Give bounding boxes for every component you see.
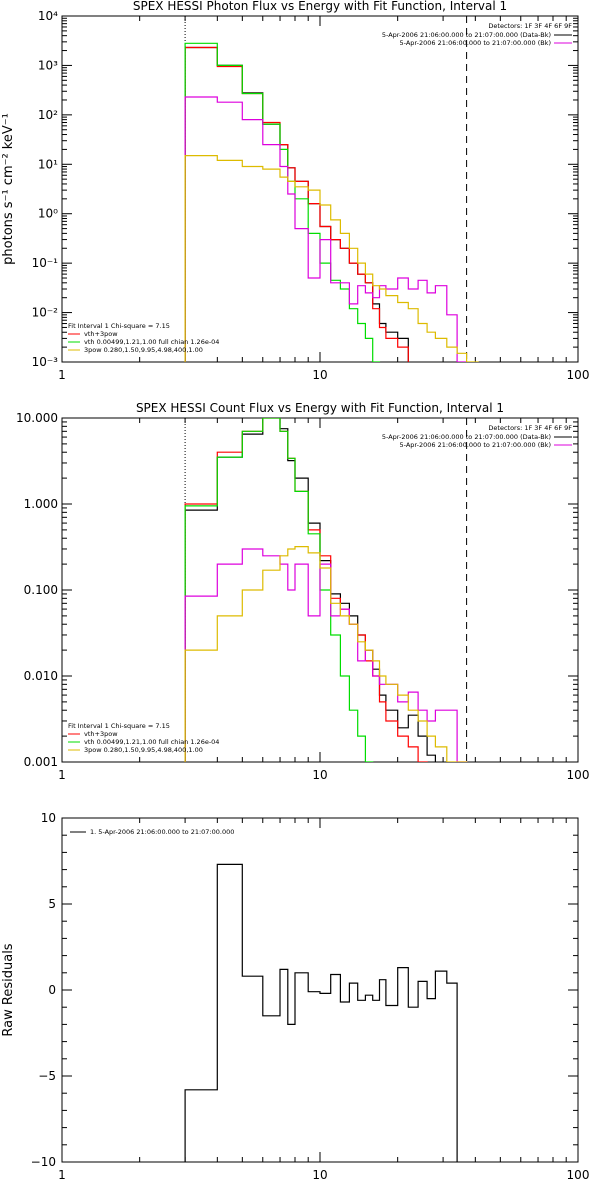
plot-frame: [61, 817, 579, 1163]
legend-entry: 5-Apr-2006 21:06:00.000 to 21:07:00.000 …: [400, 39, 551, 47]
legend-entry: vth+3pow: [84, 730, 118, 738]
plot-frame: [61, 15, 579, 363]
y-tick-label: −5: [38, 1069, 56, 1083]
y-tick-label: 10¹: [38, 157, 58, 171]
x-tick-label: 1: [58, 1168, 66, 1182]
x-tick-label: 10: [312, 368, 327, 382]
legend-bottom-left: Fit Interval 1 Chi-square = 7.15vth+3pow…: [68, 322, 219, 354]
series-line-5: [184, 546, 468, 762]
legend-top-right: Detectors: 1F 3F 4F 6F 9F5-Apr-2006 21:0…: [382, 22, 572, 47]
legend-entry: vth 0.00499,1.21,1.00 full chian 1.26e-0…: [84, 738, 219, 746]
y-tick-label: 10⁰: [38, 207, 58, 221]
x-tick-label: 100: [567, 368, 590, 382]
x-tick-label: 10: [312, 1168, 327, 1182]
y-tick-label: 10.000: [16, 411, 58, 425]
legend-fit-header: Fit Interval 1 Chi-square = 7.15: [68, 722, 170, 730]
panel-1: SPEX HESSI Photon Flux vs Energy with Fi…: [1, 0, 589, 382]
series-line-2: [184, 46, 409, 362]
series-line-3: [184, 42, 381, 362]
chart-title: SPEX HESSI Count Flux vs Energy with Fit…: [136, 401, 504, 415]
series-line-4: [184, 96, 468, 362]
legend: 1. 5-Apr-2006 21:06:00.000 to 21:07:00.0…: [70, 828, 234, 836]
series-line-2: [184, 418, 428, 762]
y-tick-label: 10⁻¹: [32, 256, 59, 270]
y-tick-label: 10: [41, 811, 56, 825]
x-tick-label: 10: [312, 768, 327, 782]
y-axis-label: Raw Residuals: [1, 943, 16, 1036]
series-line-1: [184, 418, 436, 762]
legend-entry: vth 0.00499,1.21,1.00 full chian 1.26e-0…: [84, 338, 219, 346]
y-tick-label: 1.000: [24, 497, 58, 511]
legend-entry: 5-Apr-2006 21:06:00.000 to 21:07:00.000 …: [400, 441, 551, 449]
y-tick-label: 10⁻²: [32, 306, 59, 320]
legend-entry: 5-Apr-2006 21:06:00.000 to 21:07:00.000 …: [382, 31, 551, 39]
y-tick-label: 0.010: [24, 669, 58, 683]
y-tick-label: 10²: [38, 108, 58, 122]
legend-entry: 3pow 0.280,1.50,9.95,4.98,400,1.00: [84, 746, 203, 754]
x-tick-label: 100: [567, 768, 590, 782]
panel-2: SPEX HESSI Count Flux vs Energy with Fit…: [16, 401, 589, 782]
legend-entry: 3pow 0.280,1.50,9.95,4.98,400,1.00: [84, 346, 203, 354]
x-tick-label: 1: [58, 368, 66, 382]
y-tick-label: 5: [48, 897, 56, 911]
legend-entry: vth+3pow: [84, 330, 118, 338]
series-line-1: [184, 46, 409, 362]
series-line-1: [184, 863, 458, 1162]
x-tick-label: 100: [567, 1168, 590, 1182]
y-tick-label: 10³: [38, 58, 58, 72]
series-line-5: [184, 155, 479, 362]
y-tick-label: −10: [31, 1155, 56, 1169]
series-line-4: [184, 548, 468, 762]
series-line-3: [184, 418, 374, 762]
y-tick-label: 10⁻³: [32, 355, 59, 369]
y-tick-label: 10⁴: [38, 9, 58, 23]
legend-bottom-left: Fit Interval 1 Chi-square = 7.15vth+3pow…: [68, 722, 219, 754]
legend-entry: 1. 5-Apr-2006 21:06:00.000 to 21:07:00.0…: [90, 828, 234, 836]
legend-fit-header: Fit Interval 1 Chi-square = 7.15: [68, 322, 170, 330]
legend-entry: 5-Apr-2006 21:06:00.000 to 21:07:00.000 …: [382, 433, 551, 441]
x-tick-label: 1: [58, 768, 66, 782]
chart-title: SPEX HESSI Photon Flux vs Energy with Fi…: [133, 0, 507, 13]
y-tick-label: 0.100: [24, 583, 58, 597]
y-tick-label: 0: [48, 983, 56, 997]
legend-top-right: Detectors: 1F 3F 4F 6F 9F5-Apr-2006 21:0…: [382, 424, 572, 449]
y-tick-label: 0.001: [24, 755, 58, 769]
legend-detectors: Detectors: 1F 3F 4F 6F 9F: [488, 22, 572, 30]
panel-3: 1 10 100 −10 −5 0 5 10 Raw Residuals 1. 5-Apr-200…: [1, 811, 589, 1182]
legend-detectors: Detectors: 1F 3F 4F 6F 9F: [488, 424, 572, 432]
y-axis-label: photons s⁻¹ cm⁻² keV⁻¹: [1, 113, 16, 265]
